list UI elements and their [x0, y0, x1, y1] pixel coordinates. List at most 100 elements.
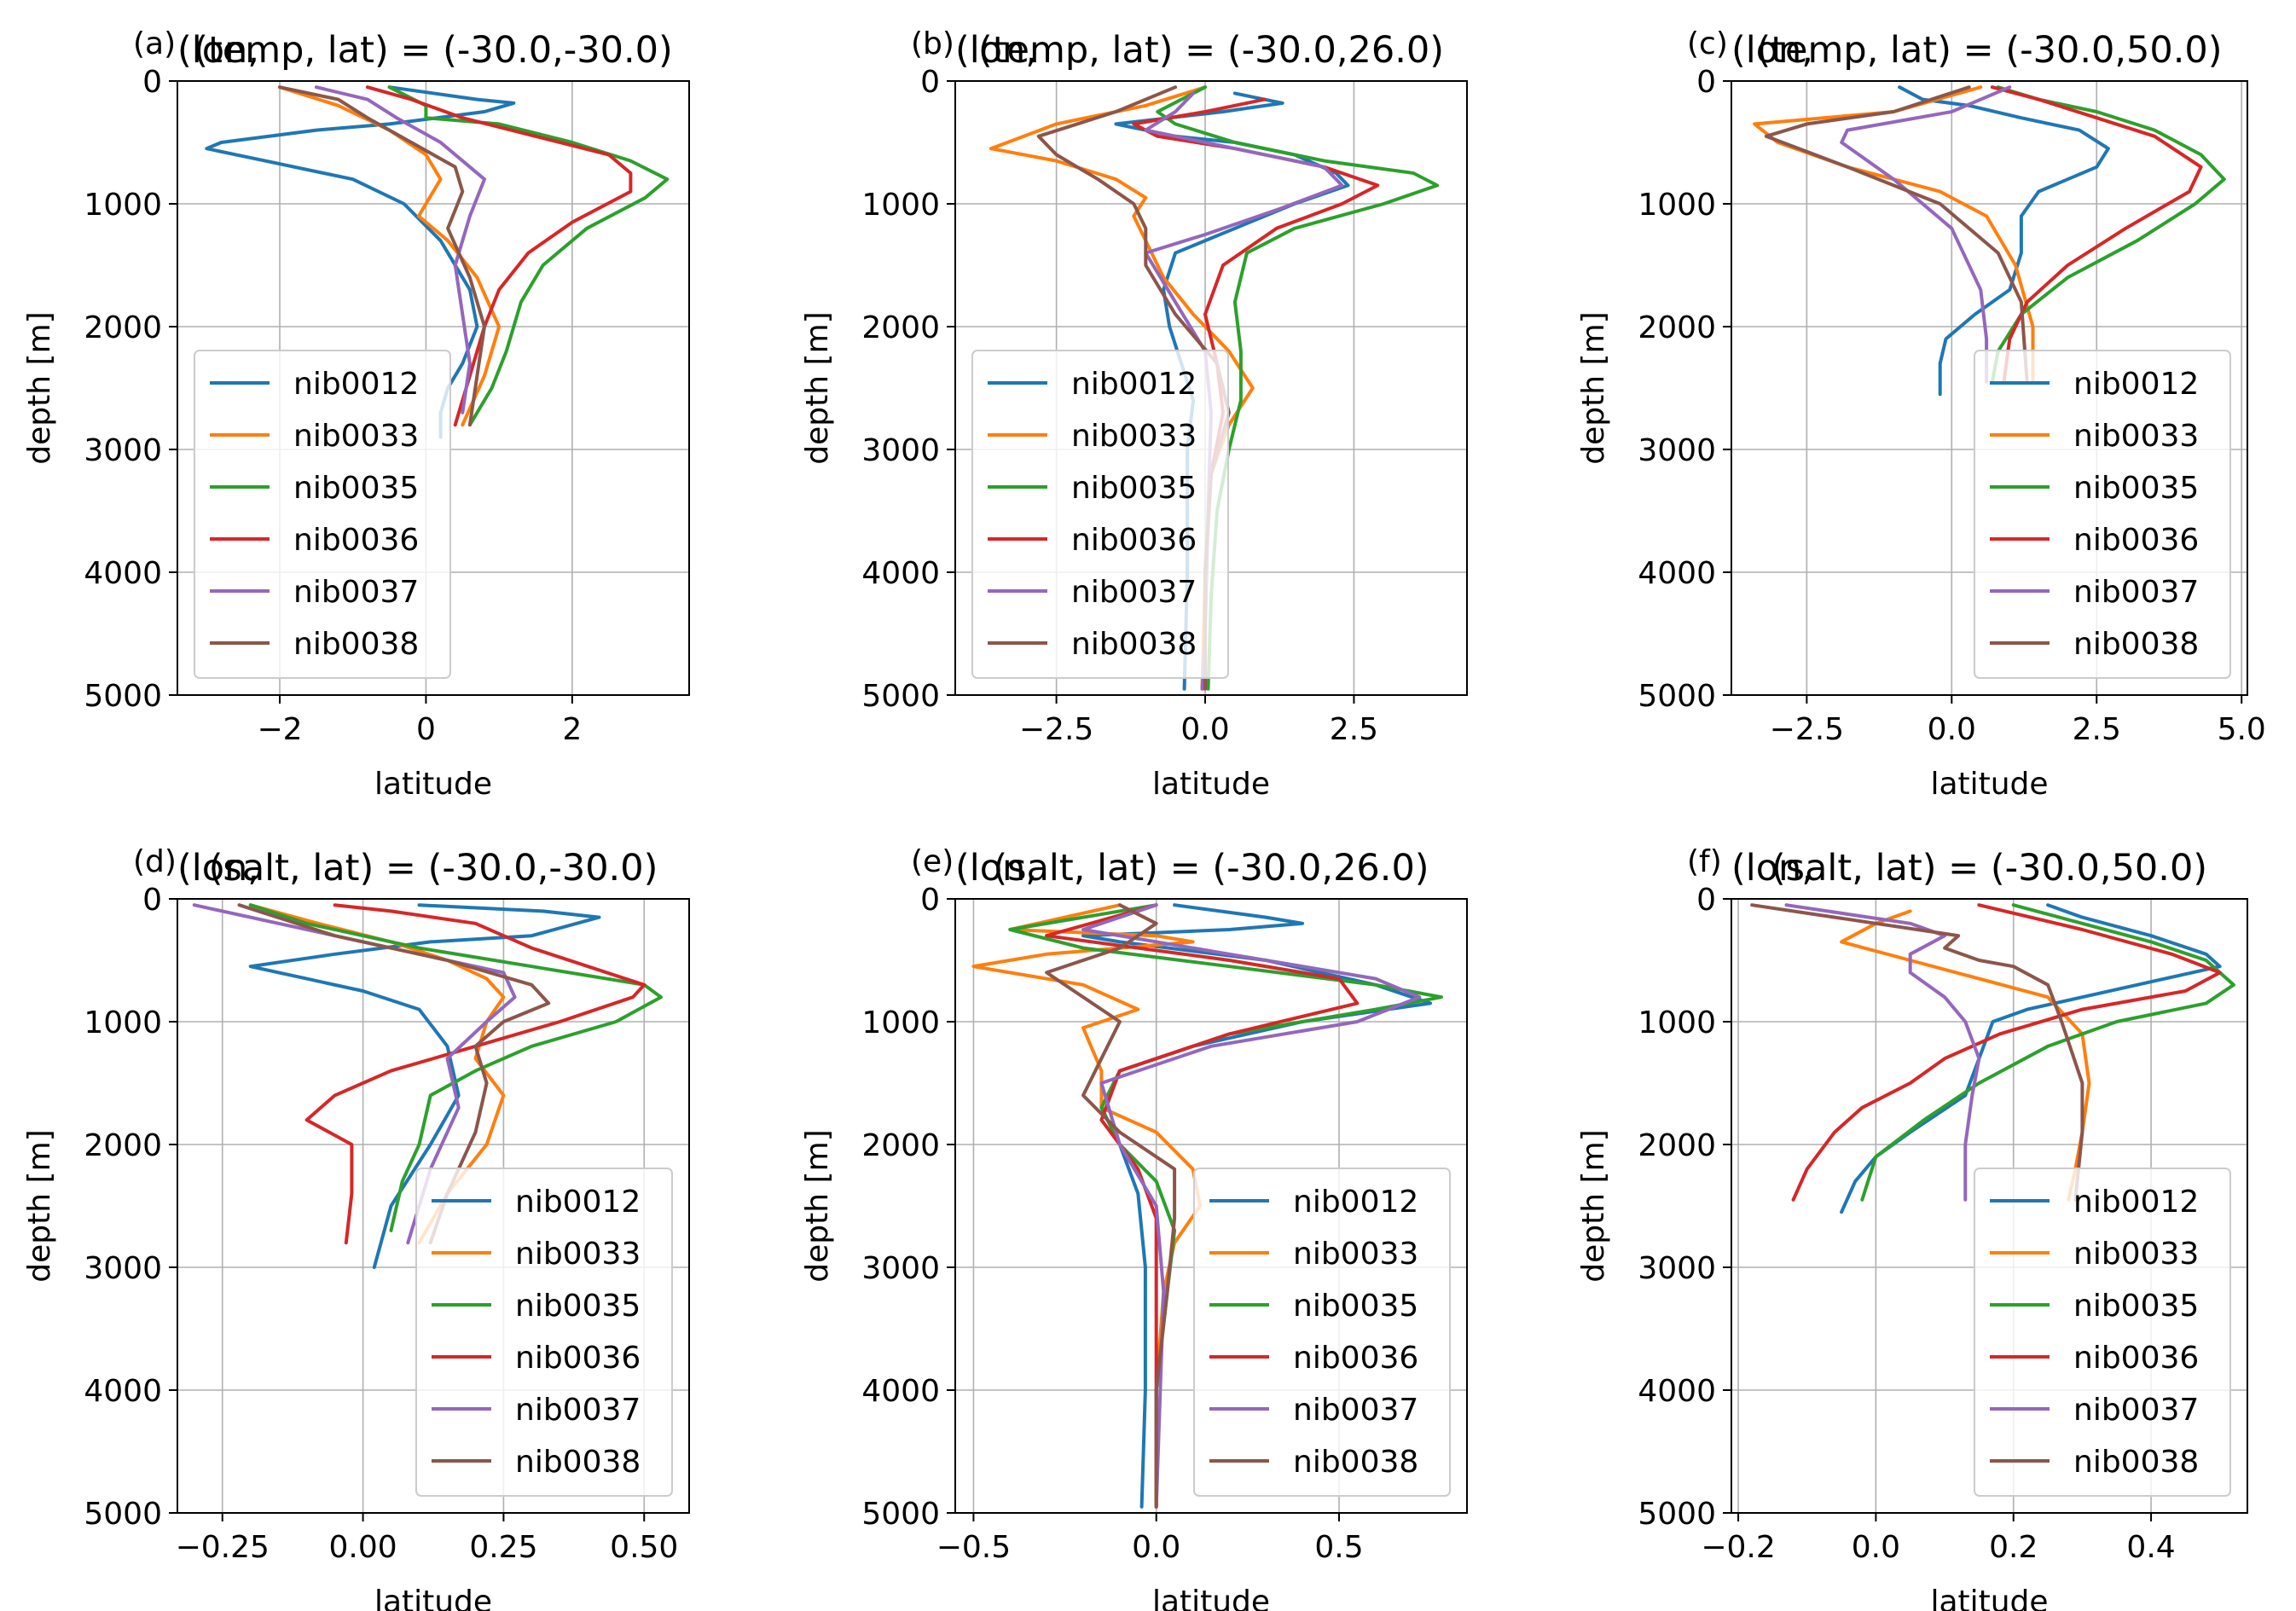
- x-tick-label: 0.5: [1314, 1530, 1363, 1565]
- legend: nib0012 nib0033 nib0035 nib0036 nib0037 nib00…: [971, 350, 1229, 679]
- series-line-nib0038: [1045, 903, 1177, 1509]
- x-tick-label: 0.0: [1928, 712, 1976, 747]
- y-tick-label: 5000: [861, 1497, 940, 1532]
- y-tick-label: 3000: [1638, 433, 1716, 468]
- series-line-nib0037: [1081, 903, 1422, 1509]
- y-tick-label: 3000: [84, 1251, 162, 1286]
- y-tick-label: 5000: [861, 679, 940, 714]
- y-tick-label: 5000: [1638, 679, 1716, 714]
- series-line-nib0038: [278, 85, 486, 427]
- axes-frame: [177, 80, 690, 696]
- x-axis-label: latitude: [1930, 767, 2048, 802]
- legend-label-nib0033: nib0033: [293, 419, 419, 454]
- legend-label-nib0012: nib0012: [2073, 367, 2199, 402]
- legend: nib0012 nib0033 nib0035 nib0036 nib0037 nib00…: [1974, 350, 2231, 679]
- legend: nib0012 nib0033 nib0035 nib0036 nib0037 nib00…: [194, 350, 451, 679]
- y-tick-label: 1000: [1638, 188, 1716, 223]
- y-tick-label: 4000: [84, 1374, 162, 1409]
- legend-frame: [1974, 350, 2231, 679]
- legend-label-nib0012: nib0012: [293, 367, 419, 402]
- legend-frame: [1974, 1168, 2231, 1497]
- x-tick-label: 0.25: [469, 1530, 537, 1565]
- legend-label-nib0035: nib0035: [2073, 471, 2199, 506]
- x-tick-label: 0.0: [1132, 1530, 1180, 1565]
- y-tick-label: 0: [142, 883, 162, 918]
- series-line-nib0033: [1753, 85, 2035, 384]
- legend-label-nib0037: nib0037: [2073, 575, 2199, 610]
- x-axis-label: latitude: [374, 1585, 492, 1611]
- series-line-nib0036: [1045, 903, 1360, 1509]
- y-tick-label: 4000: [861, 1374, 940, 1409]
- axes-frame: [1731, 80, 2248, 696]
- legend-label-nib0037: nib0037: [293, 575, 419, 610]
- legend-label-nib0037: nib0037: [1071, 575, 1197, 610]
- series-line-nib0037: [314, 85, 486, 414]
- chart-panel-b: −2.5 0.0 2.5 0 1000 2000 3000 4000 5000 latitude d…: [800, 26, 1468, 802]
- x-tick-label: 2.5: [1330, 712, 1378, 747]
- x-tick-label: 0.00: [329, 1530, 397, 1565]
- y-tick-label: 3000: [861, 1251, 940, 1286]
- series-line-nib0012: [1898, 85, 2110, 397]
- legend-label-nib0036: nib0036: [293, 523, 419, 558]
- y-tick-label: 2000: [84, 1128, 162, 1163]
- legend: nib0012 nib0033 nib0035 nib0036 nib0037 nib00…: [415, 1168, 673, 1497]
- y-tick-label: 2000: [84, 310, 162, 345]
- series-line-nib0038: [1750, 903, 2084, 1202]
- panel-title: (temp, lat) = (-30.0,50.0): [1756, 29, 2222, 72]
- panel-letter: (d): [133, 844, 177, 879]
- y-axis-label: depth [m]: [1576, 311, 1611, 464]
- y-axis-label: depth [m]: [22, 311, 57, 464]
- x-tick-label: −0.25: [176, 1530, 270, 1565]
- legend: nib0012 nib0033 nib0035 nib0036 nib0037 nib00…: [1974, 1168, 2231, 1497]
- series-lines: [192, 903, 663, 1269]
- panel-letter: (a): [133, 26, 176, 61]
- series-lines: [1753, 85, 2226, 397]
- y-tick-label: 3000: [84, 433, 162, 468]
- y-tick-label: 2000: [1638, 1128, 1716, 1163]
- legend-label-nib0038: nib0038: [1293, 1445, 1418, 1480]
- y-axis-label: depth [m]: [800, 1129, 835, 1282]
- series-line-nib0036: [304, 903, 646, 1245]
- panel-title-overlay: (lon,: [955, 847, 1037, 890]
- y-tick-label: 5000: [1638, 1497, 1716, 1532]
- y-tick-label: 5000: [84, 1497, 162, 1532]
- axes-frame: [1731, 898, 2248, 1514]
- legend-label-nib0012: nib0012: [515, 1185, 641, 1220]
- x-tick-label: 2: [562, 712, 582, 747]
- y-axis-label: depth [m]: [1576, 1129, 1611, 1282]
- legend-label-nib0035: nib0035: [1071, 471, 1197, 506]
- x-tick-label: 0.4: [2126, 1530, 2175, 1565]
- series-line-nib0012: [205, 85, 516, 439]
- legend-label-nib0038: nib0038: [2073, 627, 2199, 662]
- x-tick-label: −0.2: [1701, 1530, 1775, 1565]
- y-tick-label: 4000: [861, 556, 940, 591]
- y-tick-label: 2000: [861, 1128, 940, 1163]
- y-tick-label: 0: [142, 65, 162, 100]
- y-tick-label: 2000: [1638, 310, 1716, 345]
- panel-title-overlay: (lon,: [955, 29, 1037, 72]
- legend-label-nib0038: nib0038: [2073, 1445, 2199, 1480]
- panel-letter: (c): [1687, 26, 1728, 61]
- series-line-nib0037: [1840, 85, 2012, 384]
- legend-label-nib0012: nib0012: [1071, 367, 1197, 402]
- legend-label-nib0012: nib0012: [1293, 1185, 1418, 1220]
- y-tick-label: 1000: [84, 1005, 162, 1040]
- chart-panel-f: −0.2 0.0 0.2 0.4 0 1000 2000 3000 4000 5000 latitu…: [1576, 844, 2248, 1611]
- y-tick-label: 3000: [861, 433, 940, 468]
- legend-label-nib0036: nib0036: [515, 1341, 641, 1376]
- panel-title: (salt, lat) = (-30.0,-30.0): [209, 847, 658, 890]
- x-tick-label: −0.5: [936, 1530, 1011, 1565]
- legend-label-nib0037: nib0037: [515, 1393, 641, 1428]
- panel-letter: (f): [1687, 844, 1722, 879]
- legend-label-nib0035: nib0035: [1293, 1289, 1418, 1324]
- x-tick-label: −2.5: [1019, 712, 1093, 747]
- series-line-nib0012: [248, 903, 601, 1269]
- series-line-nib0035: [248, 903, 663, 1232]
- series-line-nib0038: [237, 903, 551, 1245]
- panel-title-overlay: (lon,: [177, 29, 259, 72]
- legend-label-nib0033: nib0033: [2073, 1237, 2199, 1272]
- legend: nib0012 nib0033 nib0035 nib0036 nib0037 nib00…: [1193, 1168, 1451, 1497]
- legend-label-nib0036: nib0036: [2073, 523, 2199, 558]
- legend-label-nib0038: nib0038: [1071, 627, 1197, 662]
